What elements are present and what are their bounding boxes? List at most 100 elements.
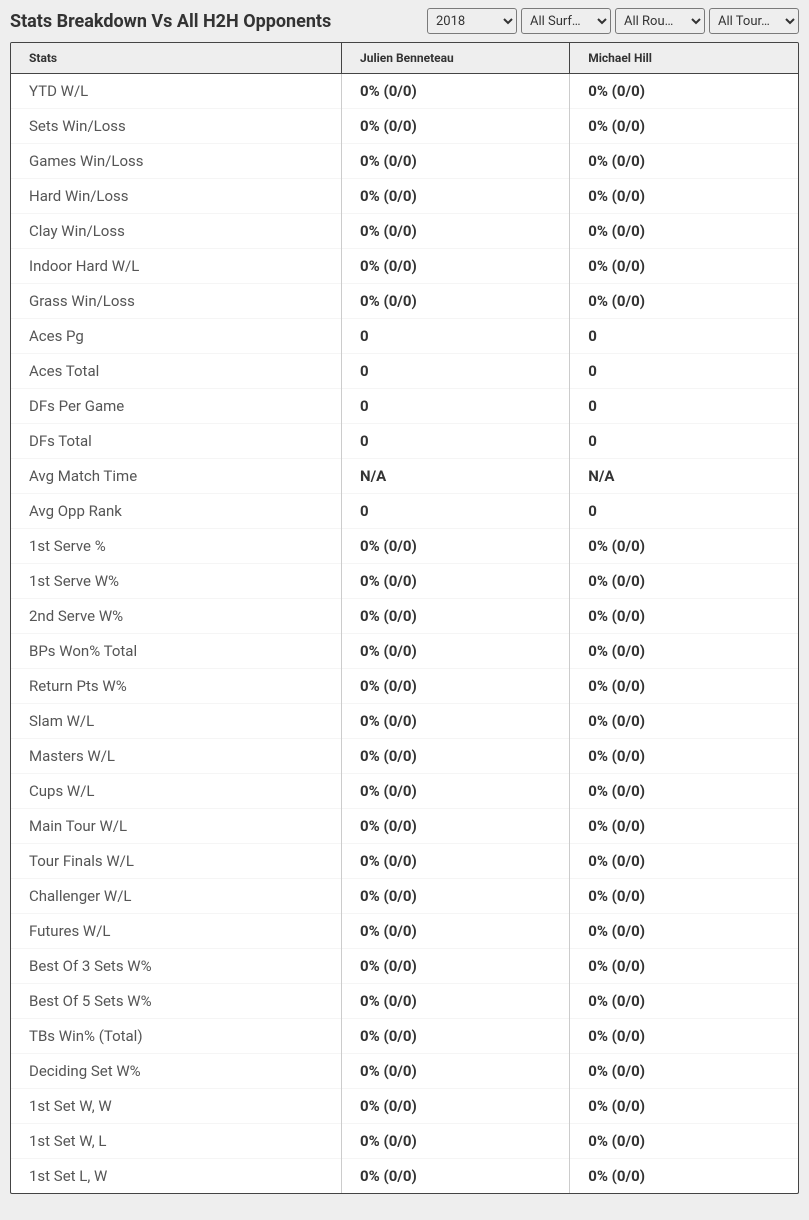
stat-label: Indoor Hard W/L [11, 249, 342, 284]
table-row: Best Of 3 Sets W%0% (0/0)0% (0/0) [11, 949, 798, 984]
stat-label: Challenger W/L [11, 879, 342, 914]
table-row: Avg Match TimeN/AN/A [11, 459, 798, 494]
stat-label: Aces Total [11, 354, 342, 389]
stats-table: Stats Julien Benneteau Michael Hill YTD … [11, 43, 798, 1193]
stat-label: Tour Finals W/L [11, 844, 342, 879]
table-row: Best Of 5 Sets W%0% (0/0)0% (0/0) [11, 984, 798, 1019]
stat-value-player2: 0% (0/0) [570, 1159, 798, 1194]
table-header-row: Stats Julien Benneteau Michael Hill [11, 43, 798, 74]
stat-value-player2: 0% (0/0) [570, 704, 798, 739]
filter-bar: 2018 All Surf… All Rou… All Tour… [427, 8, 799, 34]
table-row: Return Pts W%0% (0/0)0% (0/0) [11, 669, 798, 704]
stat-value-player1: 0% (0/0) [342, 844, 570, 879]
table-row: Cups W/L0% (0/0)0% (0/0) [11, 774, 798, 809]
stat-label: Best Of 5 Sets W% [11, 984, 342, 1019]
table-row: Tour Finals W/L0% (0/0)0% (0/0) [11, 844, 798, 879]
stat-value-player2: 0% (0/0) [570, 214, 798, 249]
stat-label: BPs Won% Total [11, 634, 342, 669]
year-filter[interactable]: 2018 [427, 8, 517, 34]
tournament-filter[interactable]: All Tour… [709, 8, 799, 34]
stat-label: Slam W/L [11, 704, 342, 739]
table-row: Aces Pg00 [11, 319, 798, 354]
table-row: Hard Win/Loss0% (0/0)0% (0/0) [11, 179, 798, 214]
stat-value-player1: 0 [342, 389, 570, 424]
stat-value-player1: 0% (0/0) [342, 739, 570, 774]
table-row: 1st Serve %0% (0/0)0% (0/0) [11, 529, 798, 564]
stat-value-player1: 0% (0/0) [342, 599, 570, 634]
stat-value-player1: 0 [342, 424, 570, 459]
stat-value-player2: 0 [570, 424, 798, 459]
table-row: Clay Win/Loss0% (0/0)0% (0/0) [11, 214, 798, 249]
column-header-player1: Julien Benneteau [342, 43, 570, 74]
stat-label: 1st Serve % [11, 529, 342, 564]
stat-value-player2: 0% (0/0) [570, 284, 798, 319]
stat-value-player2: 0 [570, 389, 798, 424]
stat-value-player1: 0% (0/0) [342, 214, 570, 249]
stat-value-player2: 0% (0/0) [570, 179, 798, 214]
stat-value-player2: 0% (0/0) [570, 1019, 798, 1054]
stat-label: 2nd Serve W% [11, 599, 342, 634]
stat-value-player2: 0% (0/0) [570, 74, 798, 109]
stat-value-player2: 0% (0/0) [570, 599, 798, 634]
stat-label: Clay Win/Loss [11, 214, 342, 249]
surface-filter[interactable]: All Surf… [521, 8, 611, 34]
stat-value-player1: 0% (0/0) [342, 1054, 570, 1089]
stat-value-player1: 0% (0/0) [342, 109, 570, 144]
table-row: Aces Total00 [11, 354, 798, 389]
table-row: 1st Serve W%0% (0/0)0% (0/0) [11, 564, 798, 599]
stat-value-player1: 0 [342, 494, 570, 529]
stat-label: 1st Set W, W [11, 1089, 342, 1124]
table-row: 1st Set L, W0% (0/0)0% (0/0) [11, 1159, 798, 1194]
stat-value-player1: 0% (0/0) [342, 774, 570, 809]
stat-value-player1: 0% (0/0) [342, 634, 570, 669]
table-row: Masters W/L0% (0/0)0% (0/0) [11, 739, 798, 774]
stat-value-player2: 0% (0/0) [570, 634, 798, 669]
stat-label: Masters W/L [11, 739, 342, 774]
table-row: BPs Won% Total0% (0/0)0% (0/0) [11, 634, 798, 669]
stat-value-player1: 0% (0/0) [342, 1159, 570, 1194]
stat-label: Futures W/L [11, 914, 342, 949]
stat-value-player2: 0% (0/0) [570, 949, 798, 984]
stat-value-player1: 0% (0/0) [342, 144, 570, 179]
stat-value-player1: 0% (0/0) [342, 949, 570, 984]
stat-value-player1: 0% (0/0) [342, 704, 570, 739]
stat-label: Games Win/Loss [11, 144, 342, 179]
table-row: Challenger W/L0% (0/0)0% (0/0) [11, 879, 798, 914]
stat-label: DFs Per Game [11, 389, 342, 424]
table-row: DFs Total00 [11, 424, 798, 459]
stat-value-player2: 0% (0/0) [570, 1124, 798, 1159]
table-row: Deciding Set W%0% (0/0)0% (0/0) [11, 1054, 798, 1089]
stat-value-player2: 0% (0/0) [570, 144, 798, 179]
table-row: DFs Per Game00 [11, 389, 798, 424]
stat-value-player2: 0% (0/0) [570, 1089, 798, 1124]
stat-value-player2: 0% (0/0) [570, 809, 798, 844]
stat-value-player2: 0% (0/0) [570, 529, 798, 564]
stat-label: Avg Opp Rank [11, 494, 342, 529]
stat-label: YTD W/L [11, 74, 342, 109]
stat-value-player1: 0 [342, 319, 570, 354]
stat-label: Hard Win/Loss [11, 179, 342, 214]
stat-value-player2: 0% (0/0) [570, 669, 798, 704]
stat-value-player2: 0 [570, 319, 798, 354]
stat-value-player1: 0% (0/0) [342, 1089, 570, 1124]
stat-value-player1: 0% (0/0) [342, 1019, 570, 1054]
round-filter[interactable]: All Rou… [615, 8, 705, 34]
stat-label: Avg Match Time [11, 459, 342, 494]
stat-value-player2: 0% (0/0) [570, 739, 798, 774]
stat-value-player1: 0% (0/0) [342, 529, 570, 564]
stat-label: Return Pts W% [11, 669, 342, 704]
table-row: 2nd Serve W%0% (0/0)0% (0/0) [11, 599, 798, 634]
stat-value-player2: 0% (0/0) [570, 844, 798, 879]
table-row: Indoor Hard W/L0% (0/0)0% (0/0) [11, 249, 798, 284]
stat-label: TBs Win% (Total) [11, 1019, 342, 1054]
stat-value-player1: 0% (0/0) [342, 809, 570, 844]
stat-value-player2: 0 [570, 494, 798, 529]
table-row: Futures W/L0% (0/0)0% (0/0) [11, 914, 798, 949]
stat-label: Best Of 3 Sets W% [11, 949, 342, 984]
stat-value-player1: 0% (0/0) [342, 984, 570, 1019]
table-row: Games Win/Loss0% (0/0)0% (0/0) [11, 144, 798, 179]
column-header-stats: Stats [11, 43, 342, 74]
stat-value-player2: 0% (0/0) [570, 984, 798, 1019]
stat-value-player1: 0 [342, 354, 570, 389]
stat-value-player2: 0% (0/0) [570, 249, 798, 284]
